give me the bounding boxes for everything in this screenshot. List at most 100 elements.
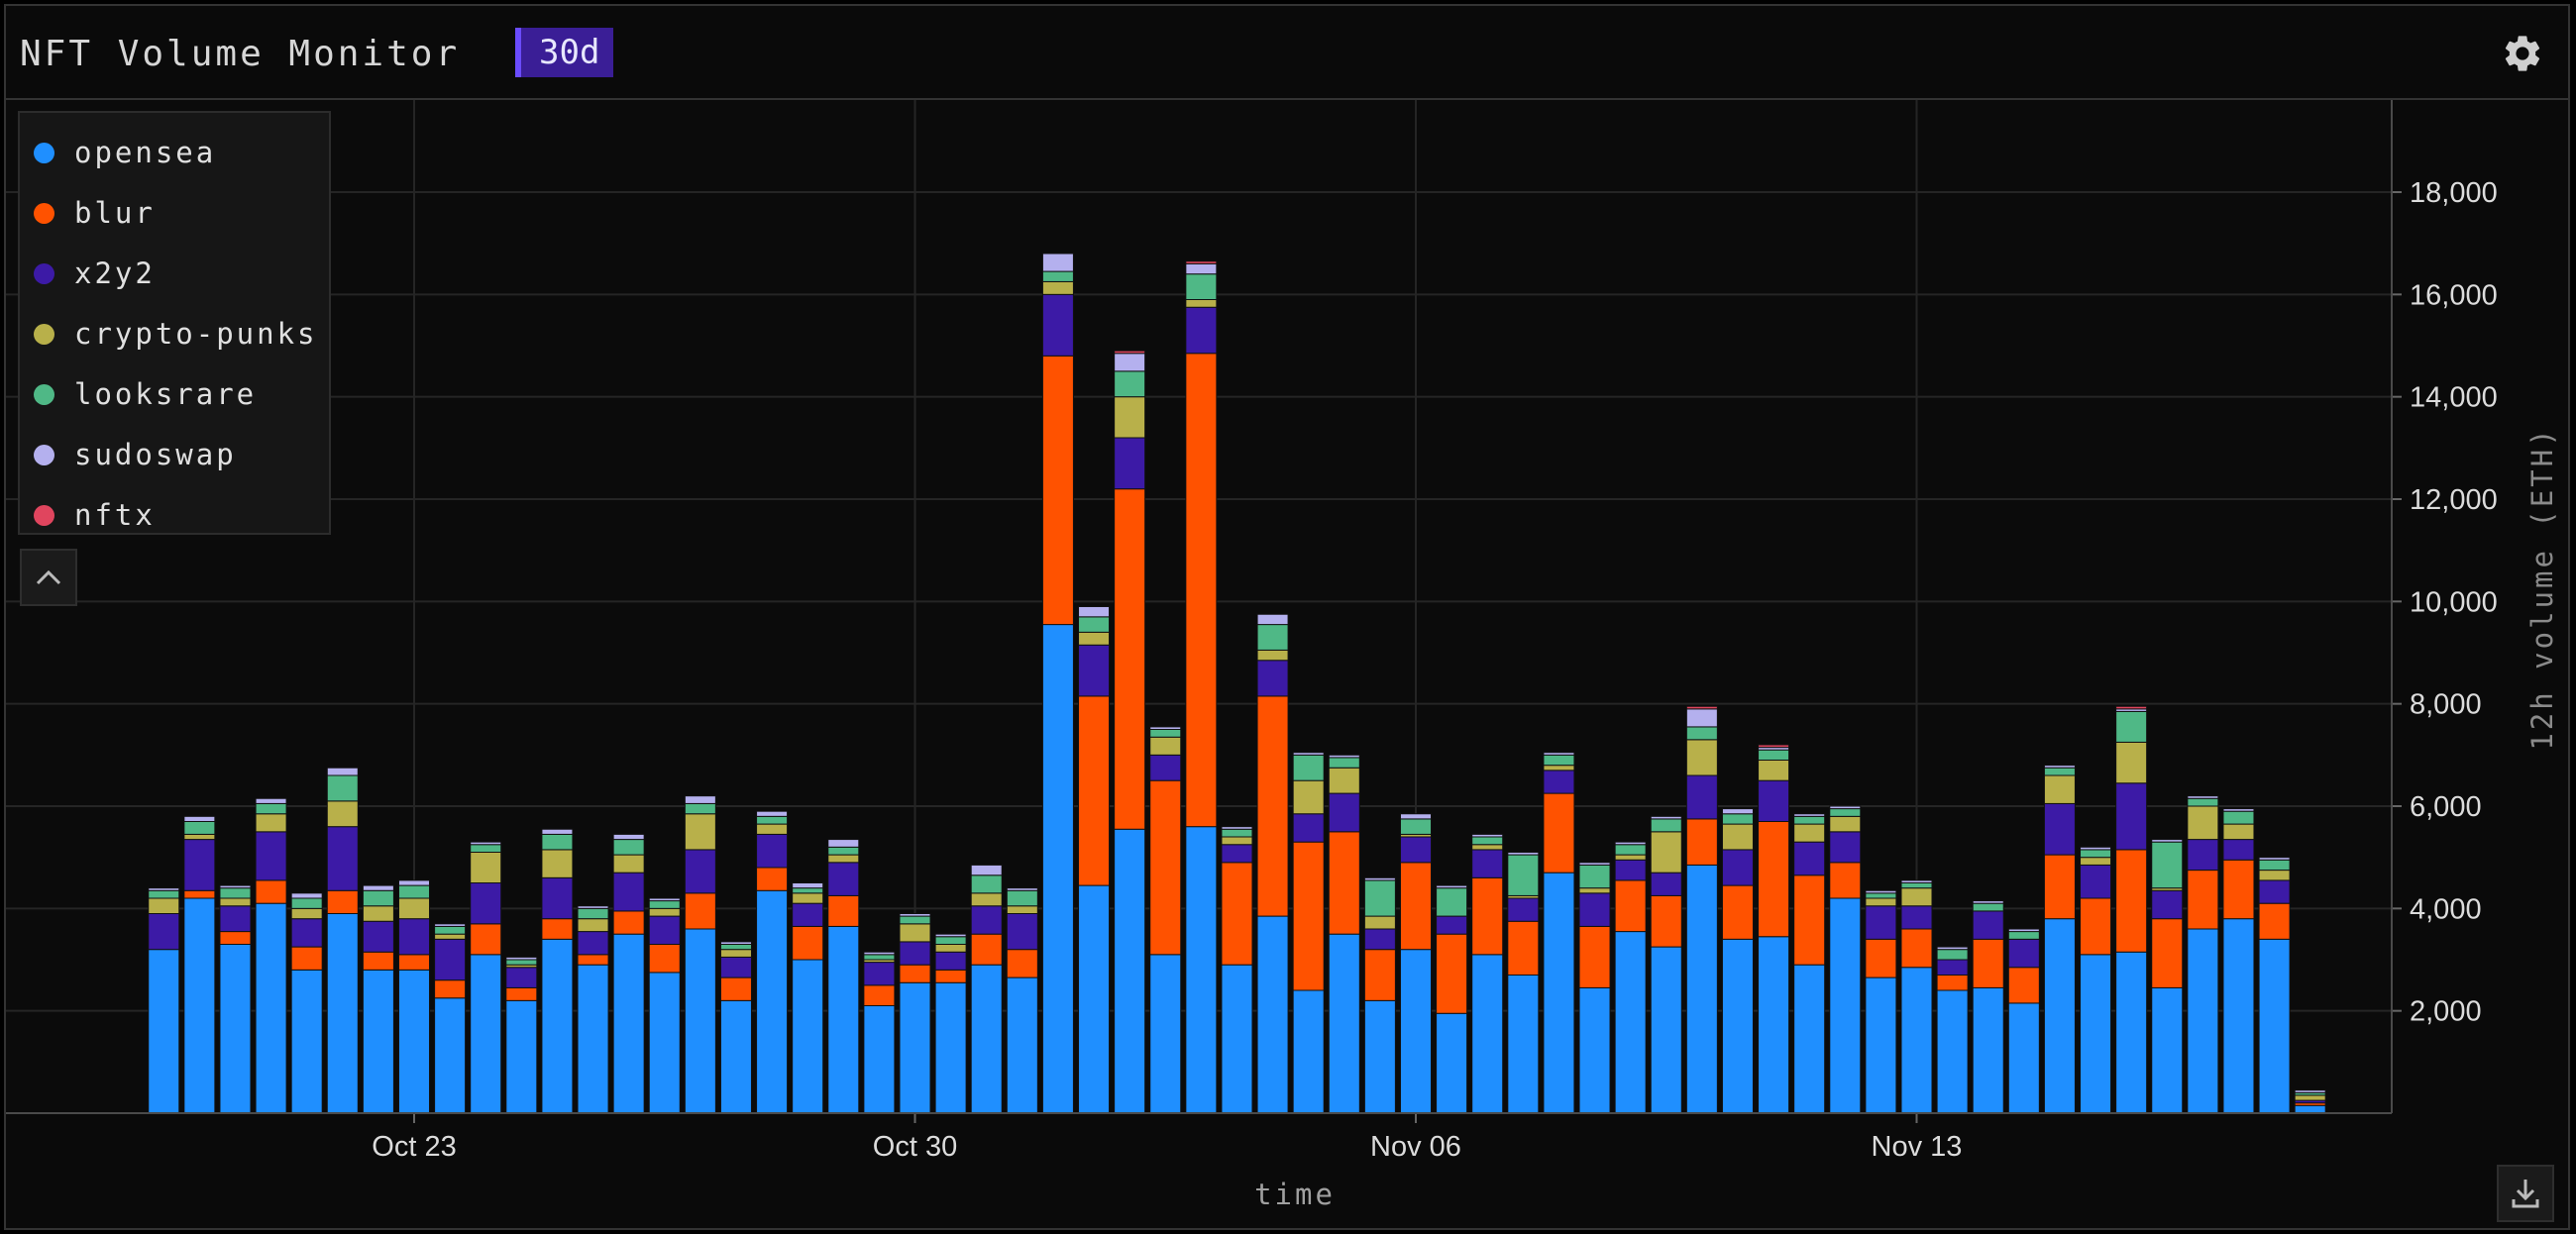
bar-segment-sudoswap[interactable] bbox=[2187, 795, 2219, 799]
bar-segment-opensea[interactable] bbox=[398, 969, 430, 1114]
bar-segment-looksrare[interactable] bbox=[1650, 818, 1682, 833]
bar-segment-x2y2[interactable] bbox=[1149, 754, 1182, 781]
bar-segment-looksrare[interactable] bbox=[1114, 370, 1146, 398]
bar-segment-opensea[interactable] bbox=[2222, 918, 2255, 1114]
bar-segment-blur[interactable] bbox=[577, 954, 609, 966]
bar-segment-opensea[interactable] bbox=[719, 999, 752, 1114]
bar-segment-x2y2[interactable] bbox=[1221, 844, 1253, 864]
bar-segment-blur[interactable] bbox=[219, 931, 252, 945]
bar-segment-blur[interactable] bbox=[2043, 854, 2076, 920]
bar-segment-sudoswap[interactable] bbox=[183, 815, 216, 822]
bar-segment-sudoswap[interactable] bbox=[1936, 946, 1969, 951]
bar-segment-looksrare[interactable] bbox=[2115, 710, 2148, 743]
bar-segment-blur[interactable] bbox=[1829, 862, 1862, 899]
bar-segment-x2y2[interactable] bbox=[2007, 938, 2040, 969]
bar-segment-crypto-punks[interactable] bbox=[1041, 280, 1074, 295]
bar-segment-crypto-punks[interactable] bbox=[934, 944, 967, 953]
bar-segment-blur[interactable] bbox=[398, 954, 430, 971]
bar-segment-x2y2[interactable] bbox=[255, 831, 287, 881]
bar-segment-nftx[interactable] bbox=[2115, 705, 2148, 710]
bar-segment-x2y2[interactable] bbox=[2222, 839, 2255, 861]
bar-segment-x2y2[interactable] bbox=[290, 918, 323, 948]
bar-segment-looksrare[interactable] bbox=[1865, 892, 1897, 899]
bar-segment-looksrare[interactable] bbox=[899, 915, 931, 925]
bar-segment-looksrare[interactable] bbox=[1721, 813, 1754, 825]
bar-segment-x2y2[interactable] bbox=[1328, 792, 1360, 833]
bar-segment-sudoswap[interactable] bbox=[1685, 708, 1718, 728]
bar-segment-crypto-punks[interactable] bbox=[827, 854, 860, 864]
bar-segment-blur[interactable] bbox=[612, 910, 645, 935]
bar-segment-opensea[interactable] bbox=[326, 913, 359, 1114]
bar-segment-sudoswap[interactable] bbox=[934, 933, 967, 938]
bar-segment-nftx[interactable] bbox=[1185, 260, 1218, 264]
legend-item-blur[interactable]: blur bbox=[34, 193, 156, 233]
bar-segment-crypto-punks[interactable] bbox=[434, 933, 467, 940]
bar-segment-sudoswap[interactable] bbox=[1006, 887, 1038, 891]
bar-segment-sudoswap[interactable] bbox=[2258, 857, 2291, 861]
bar-segment-crypto-punks[interactable] bbox=[1685, 739, 1718, 776]
bar-segment-looksrare[interactable] bbox=[1900, 882, 1933, 889]
bar-segment-sudoswap[interactable] bbox=[1436, 884, 1468, 889]
bar-segment-crypto-punks[interactable] bbox=[1149, 736, 1182, 756]
bar-segment-sudoswap[interactable] bbox=[2222, 808, 2255, 812]
bar-segment-opensea[interactable] bbox=[1685, 864, 1718, 1114]
bar-segment-sudoswap[interactable] bbox=[792, 882, 824, 889]
bar-segment-opensea[interactable] bbox=[1650, 946, 1682, 1114]
bar-segment-blur[interactable] bbox=[1721, 884, 1754, 940]
bar-segment-blur[interactable] bbox=[2258, 902, 2291, 940]
bar-segment-looksrare[interactable] bbox=[326, 774, 359, 802]
bar-segment-sudoswap[interactable] bbox=[648, 897, 681, 902]
bar-segment-opensea[interactable] bbox=[255, 902, 287, 1114]
bar-segment-x2y2[interactable] bbox=[398, 918, 430, 956]
bar-segment-x2y2[interactable] bbox=[183, 839, 216, 891]
bar-segment-looksrare[interactable] bbox=[1400, 818, 1432, 835]
bar-segment-crypto-punks[interactable] bbox=[1721, 823, 1754, 851]
bar-segment-x2y2[interactable] bbox=[577, 931, 609, 956]
bar-segment-blur[interactable] bbox=[1221, 862, 1253, 966]
bar-segment-looksrare[interactable] bbox=[1185, 273, 1218, 301]
bar-segment-looksrare[interactable] bbox=[1256, 624, 1289, 651]
bar-segment-crypto-punks[interactable] bbox=[1650, 831, 1682, 874]
bar-segment-x2y2[interactable] bbox=[219, 905, 252, 933]
bar-segment-opensea[interactable] bbox=[1149, 954, 1182, 1114]
bar-segment-sudoswap[interactable] bbox=[1185, 262, 1218, 275]
bar-segment-sudoswap[interactable] bbox=[1793, 813, 1826, 817]
bar-segment-sudoswap[interactable] bbox=[362, 884, 394, 891]
bar-segment-x2y2[interactable] bbox=[1471, 849, 1504, 878]
bar-segment-sudoswap[interactable] bbox=[863, 951, 896, 956]
bar-segment-opensea[interactable] bbox=[541, 938, 574, 1114]
bar-segment-x2y2[interactable] bbox=[362, 920, 394, 953]
bar-segment-nftx[interactable] bbox=[1685, 705, 1718, 710]
bar-segment-looksrare[interactable] bbox=[970, 874, 1003, 894]
bar-segment-blur[interactable] bbox=[1041, 355, 1074, 626]
bar-segment-crypto-punks[interactable] bbox=[612, 854, 645, 874]
bar-segment-crypto-punks[interactable] bbox=[1292, 779, 1325, 815]
bar-segment-looksrare[interactable] bbox=[827, 846, 860, 856]
bar-segment-crypto-punks[interactable] bbox=[1221, 836, 1253, 846]
bar-segment-sudoswap[interactable] bbox=[1614, 841, 1647, 846]
legend-item-nftx[interactable]: nftx bbox=[34, 495, 156, 535]
bar-segment-blur[interactable] bbox=[827, 894, 860, 927]
legend-item-sudoswap[interactable]: sudoswap bbox=[34, 435, 237, 474]
bar-segment-crypto-punks[interactable] bbox=[326, 800, 359, 828]
bar-segment-opensea[interactable] bbox=[1471, 954, 1504, 1114]
bar-segment-opensea[interactable] bbox=[899, 981, 931, 1114]
bar-segment-crypto-punks[interactable] bbox=[2222, 823, 2255, 841]
bar-segment-crypto-punks[interactable] bbox=[183, 833, 216, 841]
bar-segment-x2y2[interactable] bbox=[970, 905, 1003, 935]
bar-segment-crypto-punks[interactable] bbox=[2043, 774, 2076, 804]
bar-segment-opensea[interactable] bbox=[505, 999, 538, 1114]
bar-segment-blur[interactable] bbox=[1900, 928, 1933, 969]
bar-segment-sudoswap[interactable] bbox=[1078, 606, 1111, 618]
bar-segment-sudoswap[interactable] bbox=[2151, 839, 2184, 843]
bar-segment-x2y2[interactable] bbox=[1758, 779, 1790, 823]
bar-segment-opensea[interactable] bbox=[2043, 918, 2076, 1114]
bar-segment-looksrare[interactable] bbox=[2007, 931, 2040, 940]
collapse-legend-button[interactable] bbox=[20, 549, 77, 606]
bar-segment-looksrare[interactable] bbox=[505, 959, 538, 966]
bar-segment-sudoswap[interactable] bbox=[1507, 852, 1540, 856]
bar-segment-blur[interactable] bbox=[1936, 975, 1969, 991]
time-range-button[interactable]: 30d bbox=[515, 28, 614, 77]
bar-segment-opensea[interactable] bbox=[1758, 936, 1790, 1114]
bar-segment-blur[interactable] bbox=[1614, 879, 1647, 933]
